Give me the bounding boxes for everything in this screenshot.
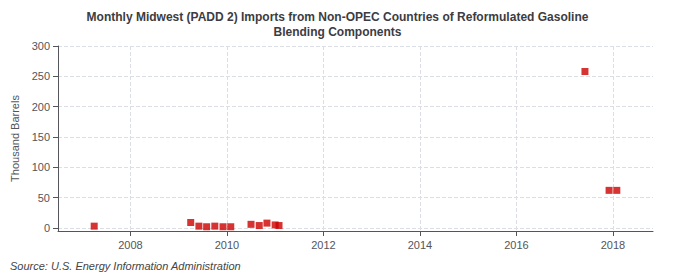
svg-text:Monthly Midwest (PADD 2) Impor: Monthly Midwest (PADD 2) Imports from No… bbox=[87, 10, 589, 24]
svg-text:Thousand Barrels: Thousand Barrels bbox=[9, 95, 21, 182]
svg-text:2018: 2018 bbox=[601, 239, 625, 251]
svg-text:100: 100 bbox=[32, 161, 50, 173]
svg-text:Blending Components: Blending Components bbox=[274, 25, 402, 39]
svg-text:2016: 2016 bbox=[504, 239, 528, 251]
svg-text:2014: 2014 bbox=[408, 239, 432, 251]
svg-text:0: 0 bbox=[44, 222, 50, 234]
svg-text:2008: 2008 bbox=[118, 239, 142, 251]
svg-text:250: 250 bbox=[32, 70, 50, 82]
svg-text:2012: 2012 bbox=[311, 239, 335, 251]
svg-text:300: 300 bbox=[32, 40, 50, 52]
svg-text:150: 150 bbox=[32, 131, 50, 143]
svg-text:Source: U.S. Energy Informatio: Source: U.S. Energy Information Administ… bbox=[10, 260, 241, 272]
svg-text:2010: 2010 bbox=[215, 239, 239, 251]
svg-text:50: 50 bbox=[38, 192, 50, 204]
svg-text:200: 200 bbox=[32, 101, 50, 113]
